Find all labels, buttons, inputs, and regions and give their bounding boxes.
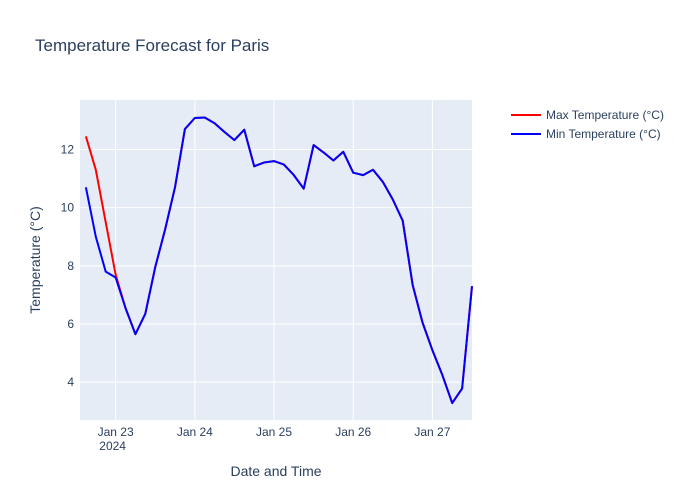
y-tick-label: 12 — [61, 142, 75, 156]
x-tick-label: Jan 26 — [335, 425, 371, 439]
x-tick-year-label: 2024 — [99, 439, 126, 453]
gridlines — [80, 100, 472, 420]
y-tick-label: 8 — [67, 259, 74, 273]
x-tick-label: Jan 24 — [177, 425, 213, 439]
x-tick-label: Jan 23 — [98, 425, 134, 439]
y-tick-label: 6 — [67, 317, 74, 331]
series-line-min-temperature — [84, 116, 473, 405]
legend-label: Max Temperature (°C) — [546, 108, 664, 122]
plot-area — [80, 100, 472, 420]
legend: Max Temperature (°C) Min Temperature (°C) — [511, 108, 664, 141]
y-axis-ticks: 4 6 8 10 12 — [61, 142, 75, 389]
y-axis-title: Temperature (°C) — [27, 206, 43, 314]
series-lines — [84, 116, 473, 405]
y-tick-label: 10 — [61, 201, 75, 215]
chart-title: Temperature Forecast for Paris — [35, 36, 269, 55]
x-tick-label: Jan 25 — [256, 425, 292, 439]
x-tick-label: Jan 27 — [414, 425, 450, 439]
legend-label: Min Temperature (°C) — [546, 127, 661, 141]
y-tick-label: 4 — [67, 375, 74, 389]
x-axis-title: Date and Time — [230, 463, 321, 479]
